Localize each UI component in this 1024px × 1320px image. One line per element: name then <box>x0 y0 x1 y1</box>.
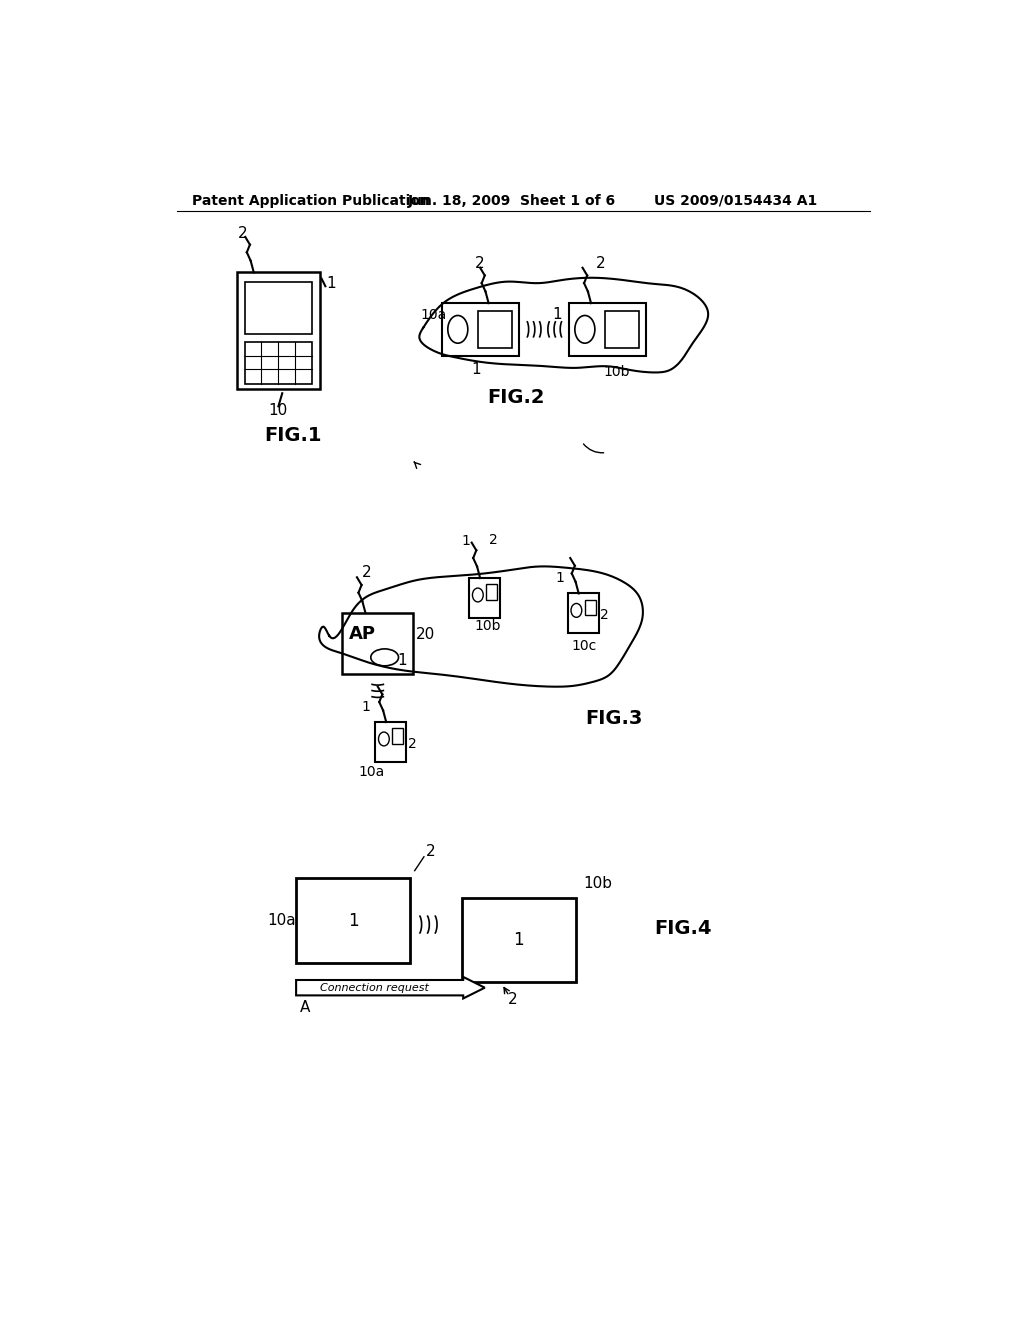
Bar <box>237 272 319 389</box>
Text: 2: 2 <box>425 843 435 859</box>
Text: A: A <box>300 1001 310 1015</box>
Ellipse shape <box>472 589 483 602</box>
Text: 2: 2 <box>475 256 484 271</box>
Text: 10a: 10a <box>267 913 296 928</box>
Text: 2: 2 <box>408 737 417 751</box>
Bar <box>462 898 575 982</box>
Bar <box>342 612 413 675</box>
Text: 1: 1 <box>556 572 564 585</box>
Text: 10b: 10b <box>584 876 612 891</box>
Text: 1: 1 <box>348 912 358 929</box>
Ellipse shape <box>379 733 389 746</box>
Ellipse shape <box>571 603 582 618</box>
Text: FIG.2: FIG.2 <box>486 388 545 407</box>
Text: 1: 1 <box>472 362 481 378</box>
Bar <box>376 722 407 762</box>
Bar <box>245 281 312 334</box>
Text: 1: 1 <box>553 308 562 322</box>
Text: 1: 1 <box>397 653 408 668</box>
Ellipse shape <box>574 315 595 343</box>
Text: 10: 10 <box>268 404 288 418</box>
Ellipse shape <box>371 649 398 665</box>
Bar <box>469 578 500 618</box>
Bar <box>585 599 596 615</box>
Bar <box>486 585 497 599</box>
Bar <box>392 729 403 743</box>
Text: FIG.1: FIG.1 <box>264 426 322 445</box>
Text: 2: 2 <box>489 532 498 546</box>
Text: Patent Application Publication: Patent Application Publication <box>193 194 430 207</box>
Text: 10b: 10b <box>603 366 630 379</box>
Text: 2: 2 <box>600 609 609 622</box>
Text: 1: 1 <box>513 931 524 949</box>
Text: AP: AP <box>348 626 376 643</box>
Text: 10a: 10a <box>421 308 447 322</box>
Text: 1: 1 <box>361 700 371 714</box>
Bar <box>568 594 599 634</box>
Bar <box>605 312 639 348</box>
Text: Jun. 18, 2009  Sheet 1 of 6: Jun. 18, 2009 Sheet 1 of 6 <box>408 194 615 207</box>
Text: Connection request: Connection request <box>321 982 429 993</box>
Ellipse shape <box>447 315 468 343</box>
Text: 2: 2 <box>361 565 371 581</box>
Text: 1: 1 <box>326 276 336 292</box>
Text: 2: 2 <box>508 991 517 1007</box>
Bar <box>478 312 512 348</box>
Text: 1: 1 <box>462 535 471 548</box>
Text: US 2009/0154434 A1: US 2009/0154434 A1 <box>654 194 817 207</box>
FancyArrow shape <box>296 977 484 998</box>
Text: FIG.3: FIG.3 <box>585 709 642 729</box>
Text: 2: 2 <box>239 226 248 242</box>
Text: 10b: 10b <box>474 619 501 632</box>
Bar <box>245 342 312 384</box>
Text: FIG.4: FIG.4 <box>654 919 712 939</box>
Bar <box>569 304 646 355</box>
Bar <box>442 304 519 355</box>
Bar <box>296 878 410 964</box>
Text: 20: 20 <box>416 627 435 642</box>
Text: 10c: 10c <box>571 639 596 653</box>
Text: 2: 2 <box>596 256 605 271</box>
Text: 10a: 10a <box>358 766 385 779</box>
